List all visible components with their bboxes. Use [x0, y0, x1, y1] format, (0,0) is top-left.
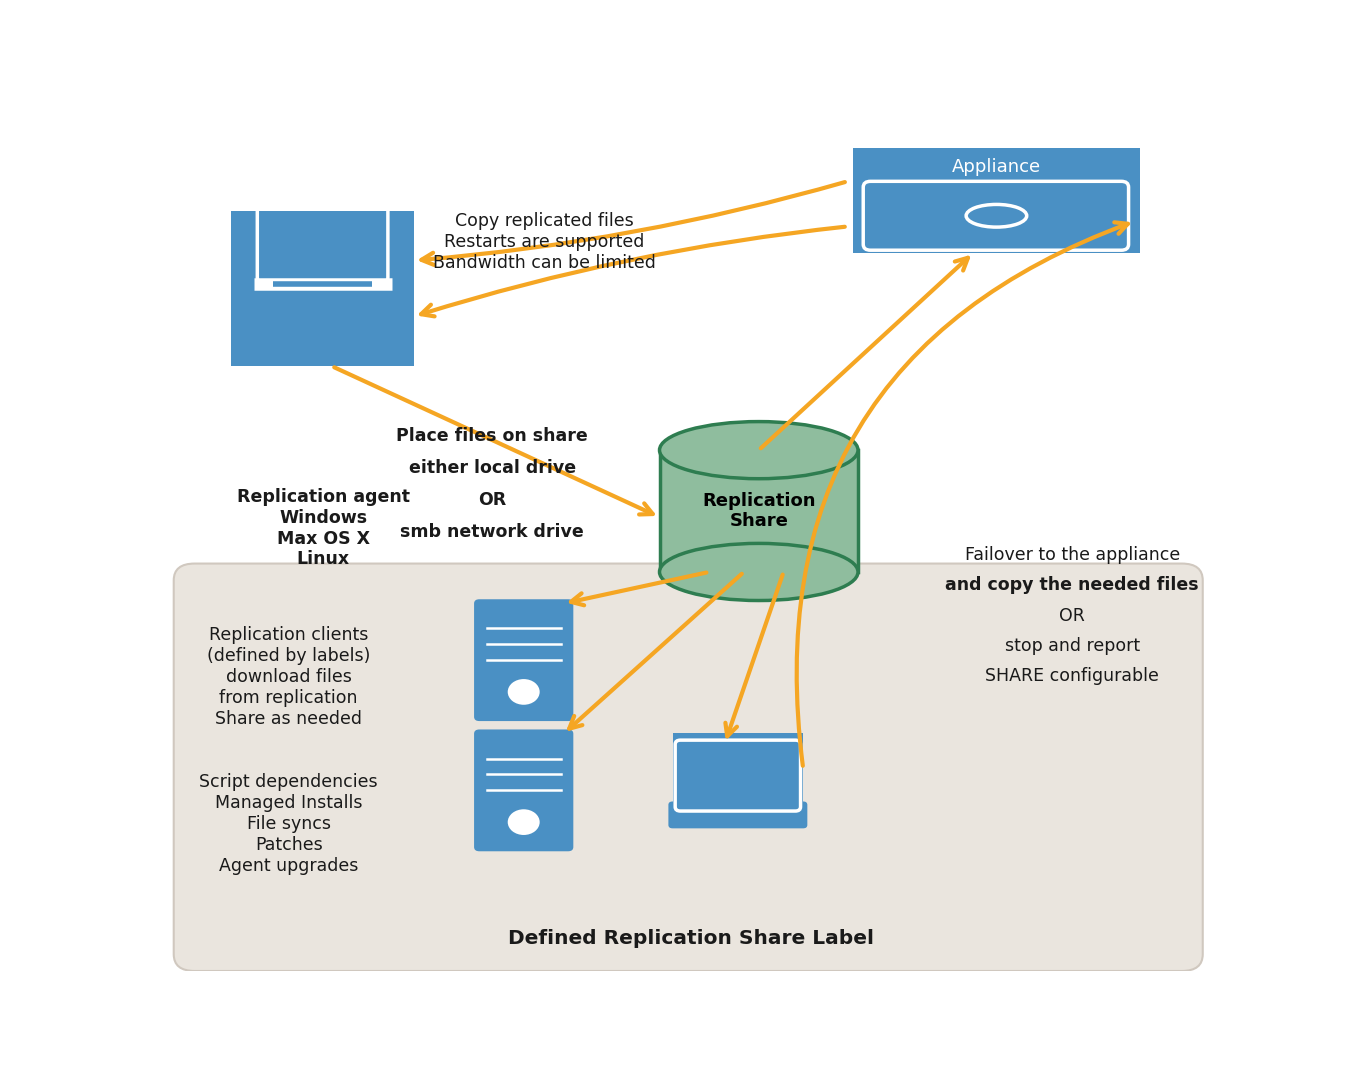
- Text: Replication clients
(defined by labels)
download files
from replication
Share as: Replication clients (defined by labels) …: [208, 626, 371, 728]
- Text: stop and report: stop and report: [1004, 637, 1139, 655]
- Text: and copy the needed files: and copy the needed files: [945, 576, 1198, 595]
- Text: OR: OR: [1060, 607, 1085, 625]
- FancyBboxPatch shape: [232, 211, 414, 367]
- Text: Replication agent
Windows
Max OS X
Linux: Replication agent Windows Max OS X Linux: [237, 488, 410, 568]
- Polygon shape: [659, 451, 857, 572]
- Text: SHARE configurable: SHARE configurable: [985, 667, 1159, 685]
- Text: Replication
Share: Replication Share: [702, 492, 816, 530]
- Circle shape: [508, 810, 539, 835]
- Text: Defined Replication Share Label: Defined Replication Share Label: [508, 930, 874, 948]
- Circle shape: [508, 679, 539, 705]
- Ellipse shape: [659, 543, 857, 600]
- Text: Script dependencies
Managed Installs
File syncs
Patches
Agent upgrades: Script dependencies Managed Installs Fil…: [200, 774, 377, 875]
- FancyBboxPatch shape: [474, 730, 573, 851]
- Text: Place files on share: Place files on share: [396, 427, 588, 445]
- FancyBboxPatch shape: [474, 599, 573, 721]
- Ellipse shape: [659, 421, 857, 479]
- FancyBboxPatch shape: [853, 147, 1140, 253]
- FancyBboxPatch shape: [673, 733, 803, 808]
- Text: Appliance: Appliance: [952, 158, 1041, 176]
- Text: Failover to the appliance: Failover to the appliance: [965, 547, 1180, 564]
- FancyBboxPatch shape: [174, 564, 1202, 971]
- Text: Copy replicated files
Restarts are supported
Bandwidth can be limited: Copy replicated files Restarts are suppo…: [433, 212, 656, 272]
- Text: OR: OR: [479, 491, 507, 508]
- Text: either local drive: either local drive: [408, 459, 576, 477]
- Text: smb network drive: smb network drive: [400, 523, 584, 541]
- FancyBboxPatch shape: [669, 802, 807, 828]
